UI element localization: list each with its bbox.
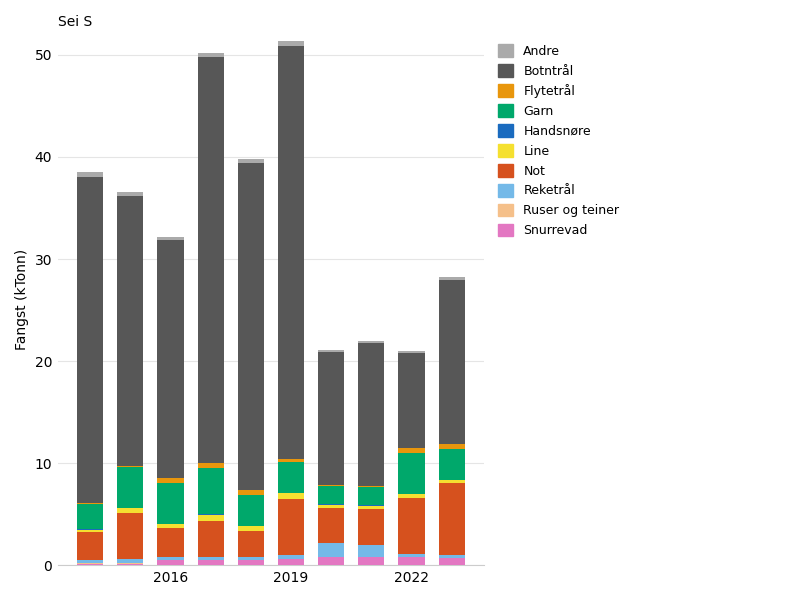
Bar (77, 560, 103, 563)
Bar (398, 557, 425, 565)
Bar (238, 560, 264, 565)
Bar (118, 559, 143, 563)
Bar (238, 531, 264, 557)
Bar (118, 196, 143, 466)
Bar (398, 494, 425, 497)
Bar (358, 487, 384, 505)
Bar (358, 341, 384, 343)
Bar (318, 557, 344, 565)
Bar (278, 555, 304, 559)
Bar (358, 343, 384, 486)
Bar (77, 172, 103, 178)
Bar (198, 560, 224, 565)
Bar (438, 480, 465, 483)
Bar (198, 469, 224, 514)
Bar (278, 493, 304, 499)
Bar (77, 503, 103, 529)
Bar (318, 486, 344, 504)
Bar (77, 532, 103, 560)
Bar (318, 352, 344, 485)
Bar (398, 353, 425, 448)
Bar (278, 559, 304, 565)
Bar (318, 508, 344, 544)
Bar (238, 526, 264, 531)
Bar (278, 499, 304, 555)
Bar (118, 514, 143, 559)
Bar (358, 545, 384, 557)
Bar (118, 508, 143, 514)
Bar (158, 528, 183, 557)
Bar (158, 524, 183, 528)
Bar (118, 191, 143, 196)
Bar (198, 463, 224, 469)
Bar (238, 495, 264, 526)
Bar (438, 555, 465, 558)
Bar (358, 506, 384, 509)
Bar (238, 159, 264, 163)
Bar (198, 53, 224, 57)
Bar (438, 444, 465, 449)
Y-axis label: Fangst (kTonn): Fangst (kTonn) (15, 250, 29, 350)
Bar (438, 449, 465, 479)
Bar (398, 453, 425, 494)
Bar (318, 544, 344, 557)
Bar (318, 505, 344, 508)
Bar (358, 557, 384, 565)
Bar (158, 483, 183, 524)
Bar (77, 178, 103, 503)
Bar (358, 509, 384, 545)
Bar (398, 448, 425, 453)
Bar (158, 239, 183, 478)
Bar (398, 497, 425, 554)
Bar (318, 350, 344, 352)
Bar (438, 277, 465, 280)
Text: Sei S: Sei S (58, 15, 92, 29)
Bar (278, 46, 304, 459)
Bar (198, 57, 224, 463)
Legend: Andre, Botntrål, Flytetrål, Garn, Handsnøre, Line, Not, Reketrål, Ruser og teine: Andre, Botntrål, Flytetrål, Garn, Handsn… (494, 41, 623, 241)
Bar (438, 483, 465, 555)
Bar (77, 530, 103, 532)
Bar (238, 490, 264, 495)
Bar (438, 280, 465, 444)
Bar (118, 564, 143, 565)
Bar (278, 459, 304, 462)
Bar (278, 41, 304, 46)
Bar (158, 557, 183, 560)
Bar (278, 462, 304, 493)
Bar (198, 515, 224, 521)
Bar (398, 554, 425, 557)
Bar (238, 163, 264, 490)
Bar (118, 467, 143, 508)
Bar (198, 521, 224, 557)
Bar (398, 351, 425, 353)
Bar (198, 557, 224, 560)
Bar (77, 564, 103, 565)
Bar (238, 557, 264, 560)
Bar (158, 478, 183, 483)
Bar (158, 560, 183, 565)
Bar (158, 236, 183, 239)
Bar (438, 558, 465, 565)
